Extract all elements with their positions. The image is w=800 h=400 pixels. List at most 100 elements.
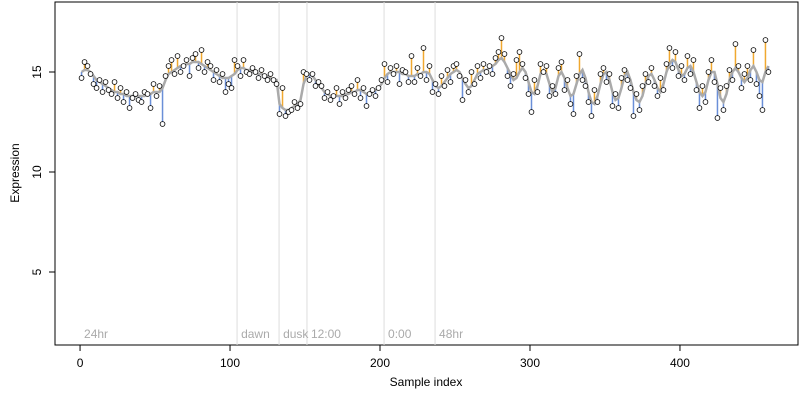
- data-point: [453, 61, 460, 67]
- data-point: [633, 91, 640, 97]
- data-point: [738, 85, 745, 91]
- data-point: [84, 63, 91, 69]
- data-point: [627, 85, 634, 91]
- data-point: [90, 81, 97, 87]
- data-point: [606, 71, 613, 77]
- data-point: [711, 79, 718, 85]
- data-point: [387, 65, 394, 71]
- x-tick-label: 400: [670, 356, 690, 370]
- data-point: [681, 77, 688, 83]
- data-point: [153, 93, 160, 99]
- data-point: [315, 79, 322, 85]
- data-point: [660, 87, 667, 93]
- data-point: [537, 61, 544, 67]
- data-point: [237, 73, 244, 79]
- data-point: [255, 75, 262, 81]
- data-point: [729, 77, 736, 83]
- data-point: [603, 79, 610, 85]
- data-point: [609, 103, 616, 109]
- data-point: [108, 91, 115, 97]
- data-point: [624, 77, 631, 83]
- data-point: [756, 93, 763, 99]
- data-point: [171, 71, 178, 77]
- data-point: [174, 53, 181, 59]
- data-point: [384, 79, 391, 85]
- data-point: [78, 75, 85, 81]
- data-point: [684, 53, 691, 59]
- data-point: [555, 65, 562, 71]
- phase-label: dawn: [241, 327, 270, 341]
- data-point: [750, 47, 757, 53]
- data-point: [390, 71, 397, 77]
- data-point: [432, 81, 439, 87]
- data-point: [240, 57, 247, 63]
- data-point: [423, 77, 430, 83]
- x-axis-label: Sample index: [390, 375, 463, 389]
- data-point: [717, 85, 724, 91]
- data-point: [591, 87, 598, 93]
- data-point: [762, 37, 769, 43]
- data-point: [483, 69, 490, 75]
- data-point: [540, 69, 547, 75]
- data-point: [744, 63, 751, 69]
- data-point: [471, 81, 478, 87]
- data-point: [765, 69, 772, 75]
- data-point: [210, 77, 217, 83]
- data-point: [201, 69, 208, 75]
- data-point: [600, 65, 607, 71]
- data-point: [99, 89, 106, 95]
- data-point: [87, 71, 94, 77]
- x-tick-label: 300: [520, 356, 540, 370]
- plot-frame: [54, 1, 799, 346]
- data-point: [228, 85, 235, 91]
- data-point: [696, 105, 703, 111]
- data-point: [207, 63, 214, 69]
- data-point: [276, 111, 283, 117]
- data-point: [582, 83, 589, 89]
- data-point: [663, 61, 670, 67]
- data-point: [372, 93, 379, 99]
- data-point: [267, 71, 274, 77]
- data-point: [672, 49, 679, 55]
- data-point: [303, 71, 310, 77]
- data-point: [477, 75, 484, 81]
- data-point: [621, 67, 628, 73]
- x-tick-label: 200: [370, 356, 390, 370]
- data-point: [654, 93, 661, 99]
- data-point: [528, 109, 535, 115]
- data-point: [708, 57, 715, 63]
- data-point: [327, 97, 334, 103]
- data-point: [669, 65, 676, 71]
- data-point: [585, 99, 592, 105]
- y-axis-label: Expression: [8, 143, 22, 202]
- data-point: [330, 93, 337, 99]
- data-point: [759, 107, 766, 113]
- data-point: [402, 69, 409, 75]
- data-point: [699, 83, 706, 89]
- data-point: [339, 89, 346, 95]
- data-point: [723, 83, 730, 89]
- data-point: [543, 63, 550, 69]
- phase-label: 0:00: [388, 327, 412, 341]
- data-point: [462, 77, 469, 83]
- data-point: [651, 83, 658, 89]
- data-point: [495, 49, 502, 55]
- data-point: [714, 115, 721, 121]
- data-point: [186, 73, 193, 79]
- y-tick-label: 5: [30, 268, 44, 275]
- data-point: [150, 81, 157, 87]
- data-point: [435, 91, 442, 97]
- data-point: [576, 51, 583, 57]
- data-point: [81, 59, 88, 65]
- data-point: [459, 97, 466, 103]
- data-point: [120, 99, 127, 105]
- data-point: [597, 71, 604, 77]
- data-point: [159, 121, 166, 127]
- data-point: [558, 59, 565, 65]
- data-point: [270, 77, 277, 83]
- data-point: [411, 79, 418, 85]
- data-point: [666, 45, 673, 51]
- data-point: [564, 77, 571, 83]
- data-point: [246, 71, 253, 77]
- data-point: [513, 57, 520, 63]
